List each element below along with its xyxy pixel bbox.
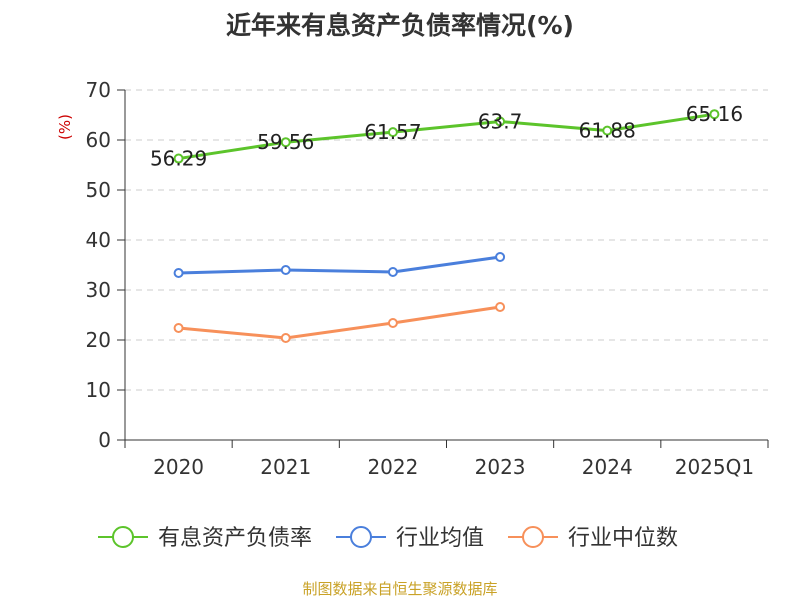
data-point: [173, 323, 184, 333]
series: [173, 109, 720, 343]
data-label: 65.16: [686, 102, 743, 126]
y-tick-label: 30: [86, 278, 111, 302]
data-point: [280, 333, 291, 343]
data-point: [387, 267, 398, 277]
data-point: [387, 318, 398, 328]
x-tick-label: 2021: [260, 455, 311, 479]
y-tick-label: 20: [86, 328, 111, 352]
legend: 有息资产负债率 行业均值 行业中位数: [98, 526, 678, 551]
y-tick-label: 10: [86, 378, 111, 402]
legend-marker: [112, 526, 134, 548]
y-tick-label: 60: [86, 128, 111, 152]
x-tick-label: 2025Q1: [675, 455, 754, 479]
data-point: [495, 252, 506, 262]
grid-lines: [125, 89, 768, 391]
legend-item-0[interactable]: 有息资产负债率: [98, 526, 312, 551]
source-note: 制图数据来自恒生聚源数据库: [302, 580, 498, 598]
data-point: [173, 268, 184, 278]
chart-title: 近年来有息资产负债率情况(%): [226, 11, 574, 40]
series-line-0: [178, 112, 715, 161]
data-point: [280, 137, 291, 148]
y-tick-label: 70: [86, 78, 111, 102]
legend-marker: [522, 526, 544, 548]
legend-item-1[interactable]: 行业均值: [336, 526, 484, 551]
data-point: [387, 127, 398, 138]
legend-item-2[interactable]: 行业中位数: [508, 526, 678, 551]
legend-marker: [350, 526, 372, 548]
legend-label: 行业均值: [396, 526, 484, 551]
axes: 0 10 20 30 40 50 60 70 (%) 2020 2021 2022 2023 2024 20…: [56, 78, 769, 479]
series-line-2: [178, 305, 501, 340]
x-tick-label: 2022: [367, 455, 418, 479]
legend-label: 有息资产负债率: [158, 526, 312, 551]
series-line-1: [178, 255, 501, 275]
y-axis-label: (%): [56, 114, 74, 140]
x-tick-label: 2024: [582, 455, 633, 479]
x-tick-label: 2020: [153, 455, 204, 479]
data-label: 61.88: [579, 119, 636, 143]
data-labels: 56.29 59.56 61.57 63.7 61.88 65.16: [150, 102, 743, 170]
data-point: [173, 153, 184, 164]
data-label: 56.29: [150, 147, 207, 171]
data-point: [495, 302, 506, 312]
y-tick-label: 0: [98, 428, 111, 452]
x-tick-label: 2023: [475, 455, 526, 479]
data-label: 63.7: [478, 110, 523, 134]
data-point: [280, 265, 291, 275]
data-label: 59.56: [257, 130, 314, 154]
data-point: [602, 125, 613, 136]
data-point: [495, 116, 506, 127]
data-point: [709, 109, 720, 120]
y-tick-label: 50: [86, 178, 111, 202]
legend-label: 行业中位数: [568, 526, 678, 551]
data-label: 61.57: [364, 120, 421, 144]
y-tick-label: 40: [86, 228, 111, 252]
